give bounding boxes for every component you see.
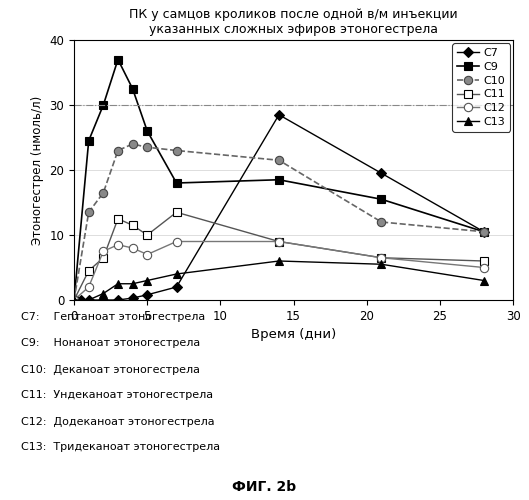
C7 (115, 297, 121, 303)
C12 (378, 255, 385, 261)
Text: C7:    Гептаноат этоногестрела: C7: Гептаноат этоногестрела (21, 312, 205, 322)
C7 (130, 295, 136, 301)
C11 (276, 238, 282, 244)
C11 (144, 232, 150, 238)
Line: C13: C13 (70, 257, 488, 304)
C12 (86, 284, 92, 290)
C13 (71, 297, 77, 303)
C11 (130, 222, 136, 228)
C13 (100, 290, 106, 296)
C13 (481, 278, 487, 283)
Text: C11:  Ундеканоат этоногестрела: C11: Ундеканоат этоногестрела (21, 390, 213, 400)
C10 (378, 219, 385, 225)
Title: ПК у самцов кроликов после одной в/м инъекции
указанных сложных эфиров этоногест: ПК у самцов кроликов после одной в/м инъ… (129, 8, 458, 36)
C11 (100, 255, 106, 261)
C10 (481, 229, 487, 235)
Line: C11: C11 (70, 208, 488, 304)
Line: C7: C7 (70, 112, 487, 304)
C11 (71, 297, 77, 303)
C12 (174, 238, 180, 244)
C13 (144, 278, 150, 283)
C11 (174, 209, 180, 215)
C7 (100, 297, 106, 303)
C7 (378, 170, 385, 176)
C9 (378, 196, 385, 202)
C11 (481, 258, 487, 264)
C13 (86, 297, 92, 303)
C7 (78, 297, 85, 303)
C12 (144, 252, 150, 258)
Y-axis label: Этоногестрел (нмоль/л): Этоногестрел (нмоль/л) (31, 96, 44, 244)
C10 (100, 190, 106, 196)
C9 (481, 229, 487, 235)
C7 (276, 112, 282, 118)
X-axis label: Время (дни): Время (дни) (251, 328, 336, 342)
C12 (115, 242, 121, 248)
C13 (378, 261, 385, 267)
C9 (115, 56, 121, 62)
C7 (481, 229, 487, 235)
C9 (100, 102, 106, 108)
C7 (71, 297, 77, 303)
C11 (115, 216, 121, 222)
C12 (71, 297, 77, 303)
Text: C12:  Додеканоат этоногестрела: C12: Додеканоат этоногестрела (21, 416, 215, 426)
C13 (276, 258, 282, 264)
C7 (174, 284, 180, 290)
Line: C12: C12 (70, 238, 488, 304)
C10 (86, 209, 92, 215)
Text: ФИГ. 2b: ФИГ. 2b (232, 480, 297, 494)
C10 (115, 148, 121, 154)
C9 (71, 297, 77, 303)
Line: C10: C10 (70, 140, 488, 304)
C10 (174, 148, 180, 154)
C9 (86, 138, 92, 144)
C13 (174, 271, 180, 277)
C12 (100, 248, 106, 254)
C9 (130, 86, 136, 92)
Line: C9: C9 (70, 56, 488, 304)
C9 (174, 180, 180, 186)
Text: C9:    Нонаноат этоногестрела: C9: Нонаноат этоногестрела (21, 338, 200, 348)
C11 (86, 268, 92, 274)
C13 (115, 281, 121, 287)
C10 (276, 157, 282, 163)
C7 (144, 292, 150, 298)
C11 (378, 255, 385, 261)
C12 (130, 245, 136, 251)
C9 (144, 128, 150, 134)
C13 (130, 281, 136, 287)
C12 (276, 238, 282, 244)
C7 (86, 297, 92, 303)
Text: C13:  Тридеканоат этоногестрела: C13: Тридеканоат этоногестрела (21, 442, 220, 452)
C12 (481, 264, 487, 270)
C10 (130, 141, 136, 147)
Legend: C7, C9, C10, C11, C12, C13: C7, C9, C10, C11, C12, C13 (452, 44, 510, 132)
Text: C10:  Деканоат этоногестрела: C10: Деканоат этоногестрела (21, 364, 200, 374)
C10 (71, 297, 77, 303)
C9 (276, 177, 282, 183)
C10 (144, 144, 150, 150)
